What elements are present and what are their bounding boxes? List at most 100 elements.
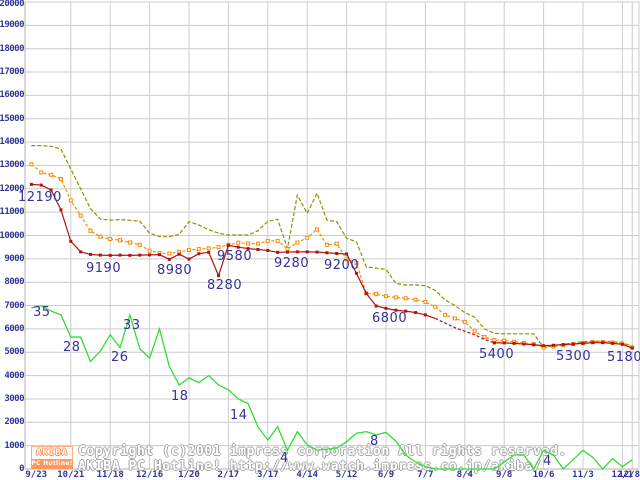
- lowest_price-marker: [276, 250, 280, 254]
- lowest_price-marker: [286, 250, 289, 254]
- average_price-marker: [255, 241, 260, 246]
- lowest_price-marker: [256, 248, 260, 252]
- lowest_price-marker: [118, 253, 122, 257]
- average_price-marker: [127, 240, 132, 245]
- lowest_price-marker: [266, 248, 270, 252]
- lowest_price-marker: [512, 341, 516, 345]
- lowest_price-marker: [246, 247, 250, 251]
- average_price-marker: [29, 162, 34, 167]
- lowest_price-marker: [138, 253, 142, 257]
- lowest_price-marker: [325, 251, 329, 255]
- average_price-marker: [236, 240, 241, 245]
- average_price-marker: [167, 251, 172, 256]
- lowest_price-marker: [561, 343, 565, 347]
- average_price-marker: [492, 338, 497, 343]
- lowest_price-marker: [177, 252, 181, 256]
- lowest_price-marker: [69, 239, 73, 243]
- lowest_price-line: [31, 183, 436, 319]
- average_price-marker: [384, 294, 388, 299]
- lowest_price-marker: [49, 188, 53, 192]
- average_price-marker: [216, 245, 221, 250]
- average_price-marker: [39, 170, 44, 175]
- lowest_price-marker: [39, 183, 43, 187]
- average_price-marker: [108, 237, 113, 242]
- lowest_price-marker: [29, 182, 33, 186]
- average_price-marker: [354, 260, 359, 265]
- average_price-marker: [78, 213, 83, 218]
- average_price-marker: [58, 176, 63, 181]
- average_price-marker: [315, 227, 320, 232]
- lowest_price-marker: [384, 306, 388, 310]
- lowest_price-marker: [89, 252, 92, 256]
- average_price-marker: [196, 247, 201, 252]
- average_price-marker: [462, 319, 467, 324]
- average_price-marker: [423, 300, 428, 305]
- lowest_price-marker: [601, 341, 605, 345]
- lowest_price-marker: [59, 208, 63, 212]
- lowest_price-marker: [226, 243, 230, 247]
- lowest_price-marker: [581, 341, 585, 345]
- lowest_price-marker: [551, 343, 555, 347]
- lowest_price-marker: [502, 341, 506, 345]
- average_price-marker: [482, 335, 487, 340]
- average_price-marker: [49, 172, 54, 177]
- average_price-marker: [118, 238, 123, 243]
- average_price-marker: [374, 292, 379, 297]
- average_price-marker: [452, 316, 457, 321]
- lowest_price-marker: [522, 342, 526, 346]
- lowest_price-marker: [364, 291, 368, 295]
- logo-pc-hotline-text: PC Hotline!: [31, 459, 73, 469]
- lowest_price-marker: [591, 341, 595, 345]
- lowest_price-marker: [128, 253, 132, 257]
- average_price-marker: [68, 198, 73, 203]
- average_price-marker: [187, 247, 191, 252]
- lowest_price-marker: [414, 311, 418, 315]
- lowest_price-marker: [542, 344, 546, 348]
- average_price-marker: [305, 235, 310, 240]
- lowest_price-marker: [620, 342, 624, 346]
- lowest_price-marker: [98, 253, 102, 257]
- average_price-marker: [137, 242, 142, 247]
- lowest_price-marker: [148, 253, 152, 257]
- lowest_price-marker: [630, 346, 634, 350]
- average_price-marker: [324, 242, 329, 247]
- logo-akiba-text: AKIBA: [31, 446, 73, 459]
- average_price-marker: [206, 246, 211, 251]
- average_price-marker: [295, 240, 300, 245]
- lowest_price-marker: [108, 253, 112, 257]
- lowest_price-marker: [423, 313, 427, 317]
- average_price-marker: [472, 329, 477, 334]
- lowest_price-marker: [157, 253, 161, 257]
- average_price-marker: [334, 241, 339, 246]
- average_price-marker: [265, 238, 270, 243]
- lowest_price-marker: [305, 250, 309, 254]
- copyright-text: Copyright (c)2001 impress corporation Al…: [78, 444, 567, 459]
- highest_price-line: [31, 145, 633, 349]
- lowest_price-marker: [207, 250, 211, 254]
- akiba-pc-hotline-logo: AKIBA PC Hotline!: [31, 446, 73, 469]
- lowest_price-marker: [532, 343, 536, 347]
- lowest_price-line-dashed: [434, 317, 495, 344]
- lowest_price-marker: [345, 252, 349, 256]
- lowest_price-marker: [197, 252, 201, 256]
- lowest_price-marker: [571, 342, 575, 346]
- lowest_price-marker: [187, 257, 191, 261]
- average_price-marker: [433, 304, 438, 309]
- site-url-text: AKIBA PC Hotline! http://www.watch.impre…: [78, 459, 542, 474]
- shop_count_scaled-line: [31, 304, 633, 471]
- lowest_price-marker: [79, 250, 83, 254]
- lowest_price-marker: [217, 274, 221, 278]
- watermark: Copyright (c)2001 impress corporation Al…: [78, 444, 567, 474]
- average_price-marker: [285, 247, 290, 252]
- lowest_price-marker: [354, 271, 358, 275]
- average_price-marker: [393, 295, 398, 300]
- lowest_price-marker: [236, 245, 240, 249]
- lowest_price-marker: [315, 250, 319, 254]
- lowest_price-marker: [167, 257, 171, 261]
- lowest_price-marker: [394, 308, 398, 312]
- average_price-marker: [147, 248, 152, 253]
- average_price-marker: [88, 228, 93, 233]
- average_price-marker: [98, 234, 103, 239]
